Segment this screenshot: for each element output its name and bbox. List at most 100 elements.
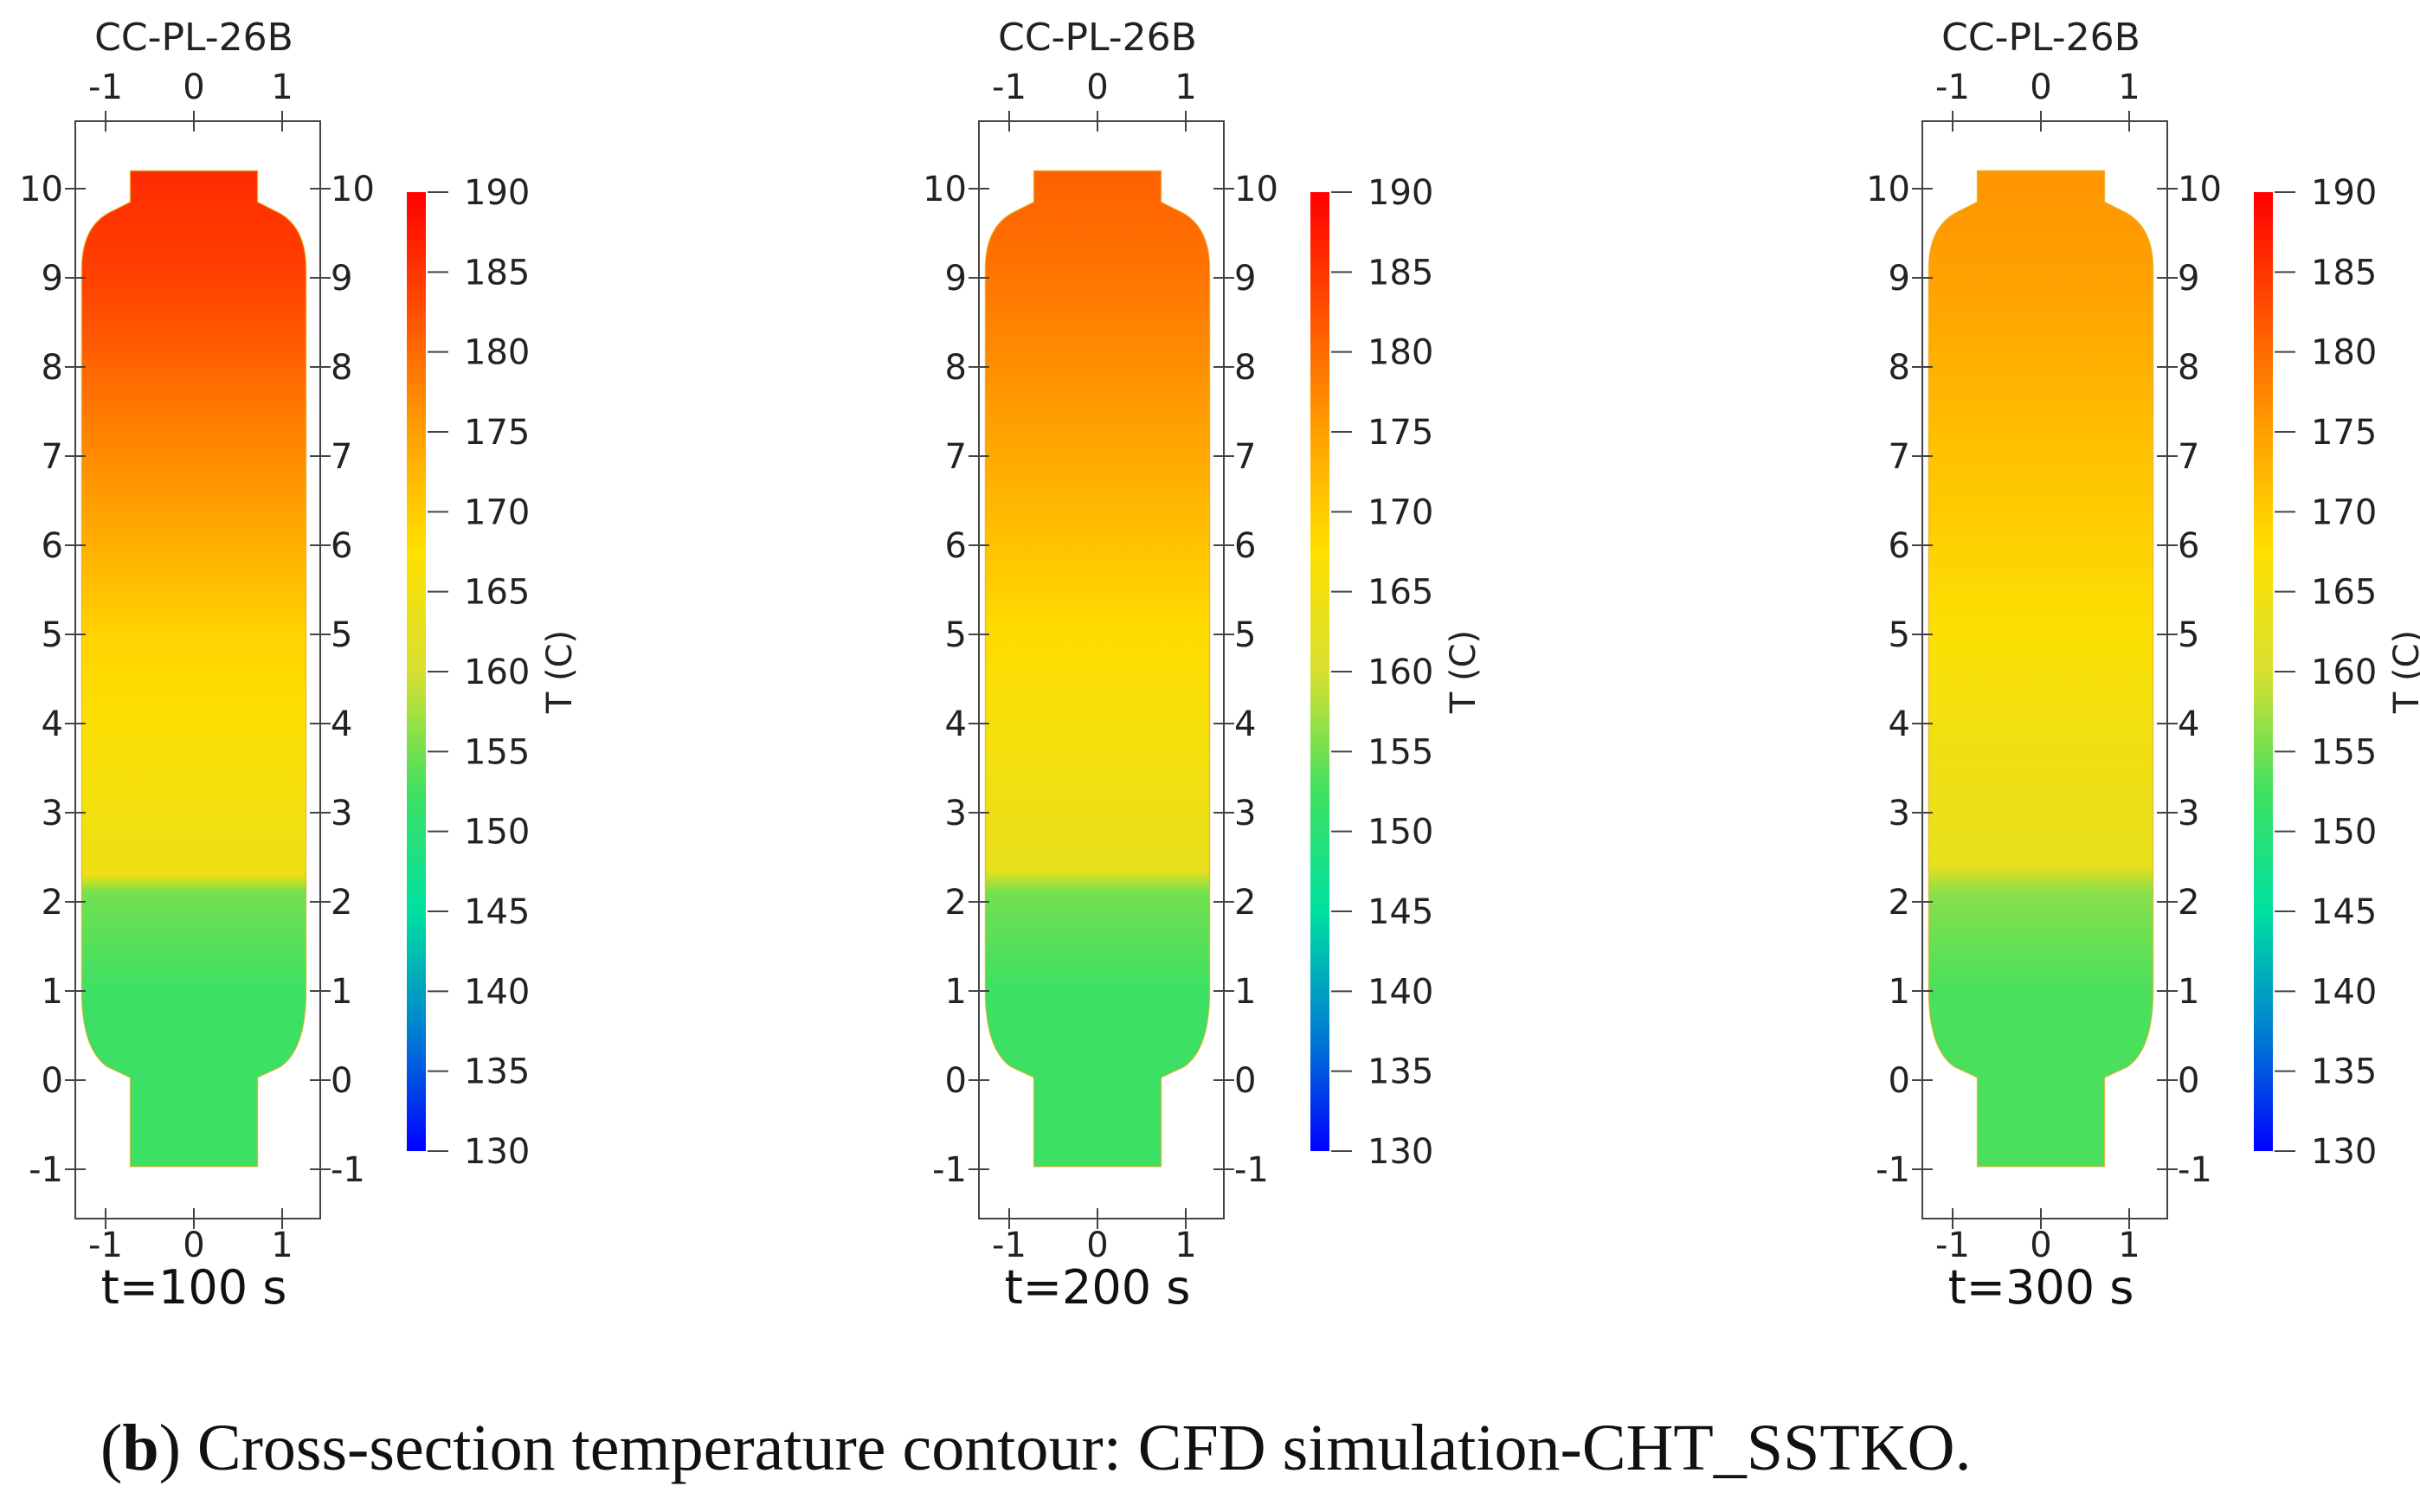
- colorbar-label: T (C): [1444, 630, 1484, 714]
- colorbar-label: T (C): [540, 630, 580, 714]
- colorbar-tick-label: 165: [1368, 573, 1433, 613]
- axes-frame: [74, 120, 321, 1219]
- y-tick-label-left: 9: [42, 259, 63, 299]
- colorbar-tick-label: 150: [1368, 813, 1433, 853]
- y-tick-label-left: 2: [1889, 883, 1910, 923]
- colorbar-tick-label: 135: [1368, 1052, 1433, 1092]
- colorbar-tick-label: 190: [1368, 173, 1433, 213]
- x-tick-label-bottom: 0: [2030, 1226, 2051, 1265]
- y-tick-label-left: 3: [1889, 794, 1910, 833]
- y-tick-label-left: 7: [945, 437, 967, 477]
- x-tick-label-top: -1: [1935, 68, 1970, 107]
- colorbar-tick-label: 130: [464, 1132, 530, 1172]
- axes-frame: [978, 120, 1225, 1219]
- y-tick-label-left: 0: [1889, 1061, 1910, 1101]
- colorbar-tick-label: 170: [2311, 492, 2377, 532]
- y-tick-label-left: 10: [923, 170, 967, 209]
- panel-time-label: t=300 s: [1948, 1260, 2134, 1315]
- x-tick-label-bottom: 1: [2118, 1226, 2140, 1265]
- y-tick-label-left: 6: [1889, 526, 1910, 566]
- y-tick-label-right: 8: [2178, 348, 2199, 388]
- x-tick-label-bottom: -1: [1935, 1226, 1970, 1265]
- y-tick-label-left: 2: [945, 883, 967, 923]
- y-tick-label-right: 9: [2178, 259, 2199, 299]
- x-tick-label-top: 1: [271, 68, 293, 107]
- x-tick-label-bottom: 0: [1086, 1226, 1108, 1265]
- y-tick-label-right: 9: [1234, 259, 1256, 299]
- y-tick-label-left: 7: [1889, 437, 1910, 477]
- panel-time-label: t=100 s: [101, 1260, 287, 1315]
- y-tick-label-right: 4: [1234, 705, 1256, 744]
- y-tick-label-left: 5: [945, 615, 967, 655]
- y-tick-label-right: 5: [2178, 615, 2199, 655]
- y-tick-label-left: 6: [945, 526, 967, 566]
- temperature-contour: [1928, 170, 2154, 1168]
- caption-open: (: [100, 1412, 123, 1484]
- y-tick-label-right: 7: [1234, 437, 1256, 477]
- x-tick-label-top: 0: [2030, 68, 2051, 107]
- panel-title: CC-PL-26B: [94, 16, 293, 60]
- x-tick-label-bottom: -1: [88, 1226, 123, 1265]
- y-tick-label-right: 10: [2178, 170, 2222, 209]
- y-tick-label-left: 7: [42, 437, 63, 477]
- y-tick-label-right: 8: [1234, 348, 1256, 388]
- colorbar-tick-label: 140: [1368, 972, 1433, 1012]
- y-tick-label-right: 2: [331, 883, 352, 923]
- colorbar-tick-label: 180: [464, 333, 530, 373]
- colorbar-tick-label: 135: [464, 1052, 530, 1092]
- colorbar-tick-label: 185: [464, 253, 530, 293]
- colorbar-tick-label: 140: [2311, 972, 2377, 1012]
- x-tick-label-top: -1: [88, 68, 123, 107]
- colorbar-tick-label: 135: [2311, 1052, 2377, 1092]
- y-tick-label-left: 0: [945, 1061, 967, 1101]
- colorbar: [2254, 192, 2273, 1151]
- colorbar-tick-label: 190: [464, 173, 530, 213]
- colorbar: [1310, 192, 1329, 1151]
- y-tick-label-right: 0: [331, 1061, 352, 1101]
- y-tick-label-left: 2: [42, 883, 63, 923]
- colorbar-tick-label: 160: [2311, 653, 2377, 692]
- colorbar-tick-label: 190: [2311, 173, 2377, 213]
- y-tick-label-left: 8: [945, 348, 967, 388]
- y-tick-label-right: 8: [331, 348, 352, 388]
- y-tick-label-left: 10: [19, 170, 63, 209]
- y-tick-label-left: 3: [42, 794, 63, 833]
- y-tick-label-right: 4: [331, 705, 352, 744]
- y-tick-label-right: 7: [2178, 437, 2199, 477]
- y-tick-label-right: 5: [331, 615, 352, 655]
- colorbar-tick-label: 160: [464, 653, 530, 692]
- y-tick-label-right: 1: [331, 972, 352, 1012]
- y-tick-label-left: 5: [42, 615, 63, 655]
- y-tick-label-right: 10: [331, 170, 375, 209]
- y-tick-label-right: 6: [2178, 526, 2199, 566]
- y-tick-label-right: 3: [2178, 794, 2199, 833]
- y-tick-label-right: 1: [1234, 972, 1256, 1012]
- temperature-contour: [984, 170, 1211, 1168]
- y-tick-label-right: 2: [1234, 883, 1256, 923]
- y-tick-label-left: 5: [1889, 615, 1910, 655]
- x-tick-label-top: -1: [992, 68, 1027, 107]
- colorbar-tick-label: 145: [464, 892, 530, 932]
- x-tick-label-top: 0: [1086, 68, 1108, 107]
- y-tick-label-left: 8: [42, 348, 63, 388]
- figure-caption: (b) Cross-section temperature contour: C…: [100, 1411, 2264, 1497]
- y-tick-label-right: 1: [2178, 972, 2199, 1012]
- colorbar-tick-label: 130: [1368, 1132, 1433, 1172]
- caption-letter: b: [122, 1412, 159, 1484]
- colorbar-tick-label: 175: [464, 413, 530, 453]
- colorbar-tick-label: 165: [2311, 573, 2377, 613]
- y-tick-label-left: 9: [945, 259, 967, 299]
- y-tick-label-right: -1: [2178, 1150, 2212, 1190]
- y-tick-label-right: 4: [2178, 705, 2199, 744]
- y-tick-label-right: -1: [331, 1150, 365, 1190]
- colorbar-tick-label: 140: [464, 972, 530, 1012]
- y-tick-label-left: 9: [1889, 259, 1910, 299]
- colorbar-label: T (C): [2387, 630, 2420, 714]
- colorbar-tick-label: 150: [464, 813, 530, 853]
- y-tick-label-right: 6: [1234, 526, 1256, 566]
- y-tick-label-left: 4: [1889, 705, 1910, 744]
- y-tick-label-right: 3: [331, 794, 352, 833]
